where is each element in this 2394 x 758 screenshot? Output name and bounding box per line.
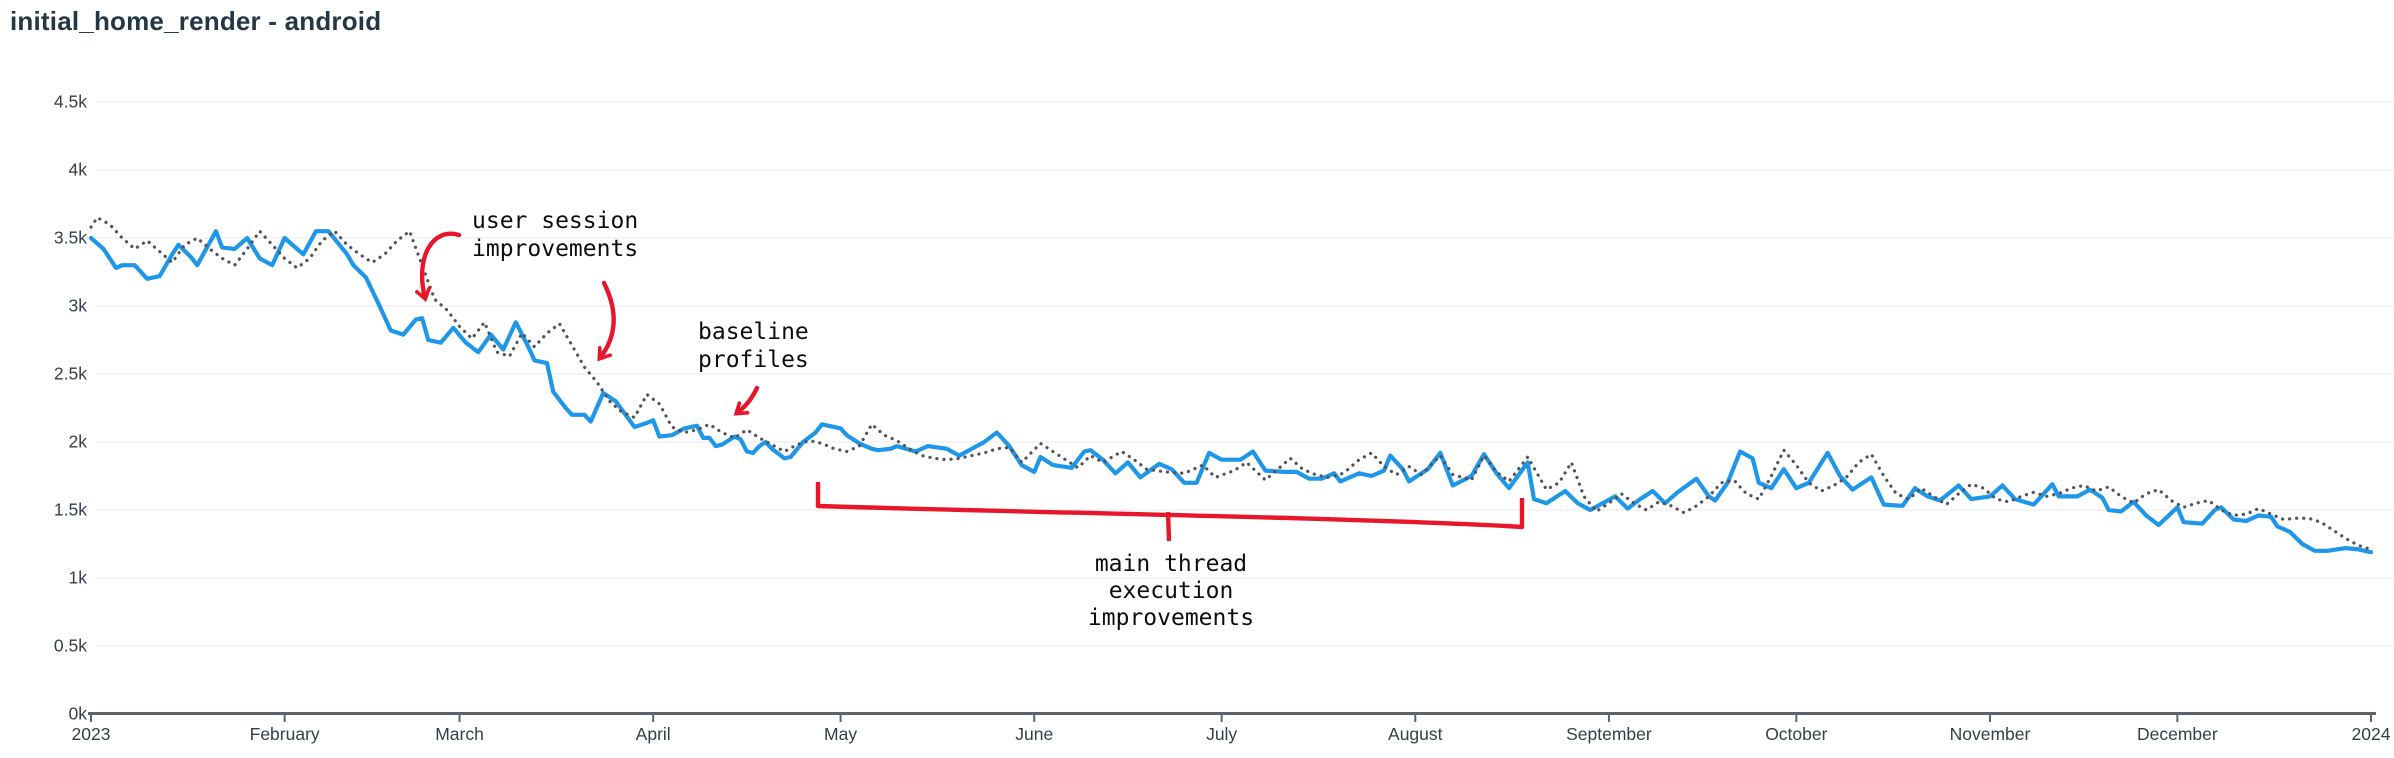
x-tick-label: September xyxy=(1566,724,1652,744)
x-tick-label: May xyxy=(824,724,857,744)
annotation-bracket xyxy=(1165,511,1172,542)
y-tick-label: 4.5k xyxy=(54,92,87,112)
series-line-solid_blue xyxy=(88,229,2374,555)
page-title: initial_home_render - android xyxy=(10,6,382,36)
gridlines xyxy=(96,101,2394,647)
x-tick-label: February xyxy=(250,724,320,744)
y-tick-label: 0.5k xyxy=(54,636,87,656)
annotation-text: improvements xyxy=(1088,605,1254,631)
x-tick-label: October xyxy=(1765,724,1827,744)
annotation-arrow xyxy=(597,280,616,362)
annotation-text: main thread xyxy=(1095,551,1247,577)
series-lines xyxy=(88,216,2374,555)
x-tick-label: December xyxy=(2137,724,2218,744)
x-tick-label: November xyxy=(1950,724,2031,744)
annotation-text: user session xyxy=(472,208,638,234)
x-axis: 2023 February March April May June July August S… xyxy=(72,712,2391,744)
annotation-text: profiles xyxy=(698,347,809,373)
y-tick-label: 3.5k xyxy=(54,228,87,248)
x-tick-label: 2023 xyxy=(72,724,111,744)
y-axis-labels: 0k 0.5k 1k 1.5k 2k 2.5k 3k 3.5k 4k 4.5k xyxy=(54,92,87,724)
x-tick-label: March xyxy=(435,724,484,744)
y-tick-label: 3k xyxy=(69,296,88,316)
y-tick-label: 4k xyxy=(69,160,88,180)
annotations: user sessionimprovementsbaselineprofiles… xyxy=(415,208,1525,631)
annotation-text: improvements xyxy=(472,236,638,262)
x-tick-label: July xyxy=(1206,724,1237,744)
annotation-text: baseline xyxy=(698,319,809,345)
y-tick-label: 1k xyxy=(69,568,88,588)
y-tick-label: 2.5k xyxy=(54,364,87,384)
x-tick-label: 2024 xyxy=(2352,724,2391,744)
y-tick-label: 0k xyxy=(69,704,88,724)
y-tick-label: 1.5k xyxy=(54,500,87,520)
y-tick-label: 2k xyxy=(69,432,88,452)
series-line-dotted_gray xyxy=(89,216,2373,552)
annotation-arrow xyxy=(415,231,462,303)
annotation-bracket xyxy=(815,482,1525,530)
annotation-arrow xyxy=(733,385,760,416)
annotation-text: execution xyxy=(1109,578,1234,604)
x-tick-label: August xyxy=(1388,724,1443,744)
x-tick-label: April xyxy=(636,724,671,744)
x-tick-label: June xyxy=(1015,724,1053,744)
